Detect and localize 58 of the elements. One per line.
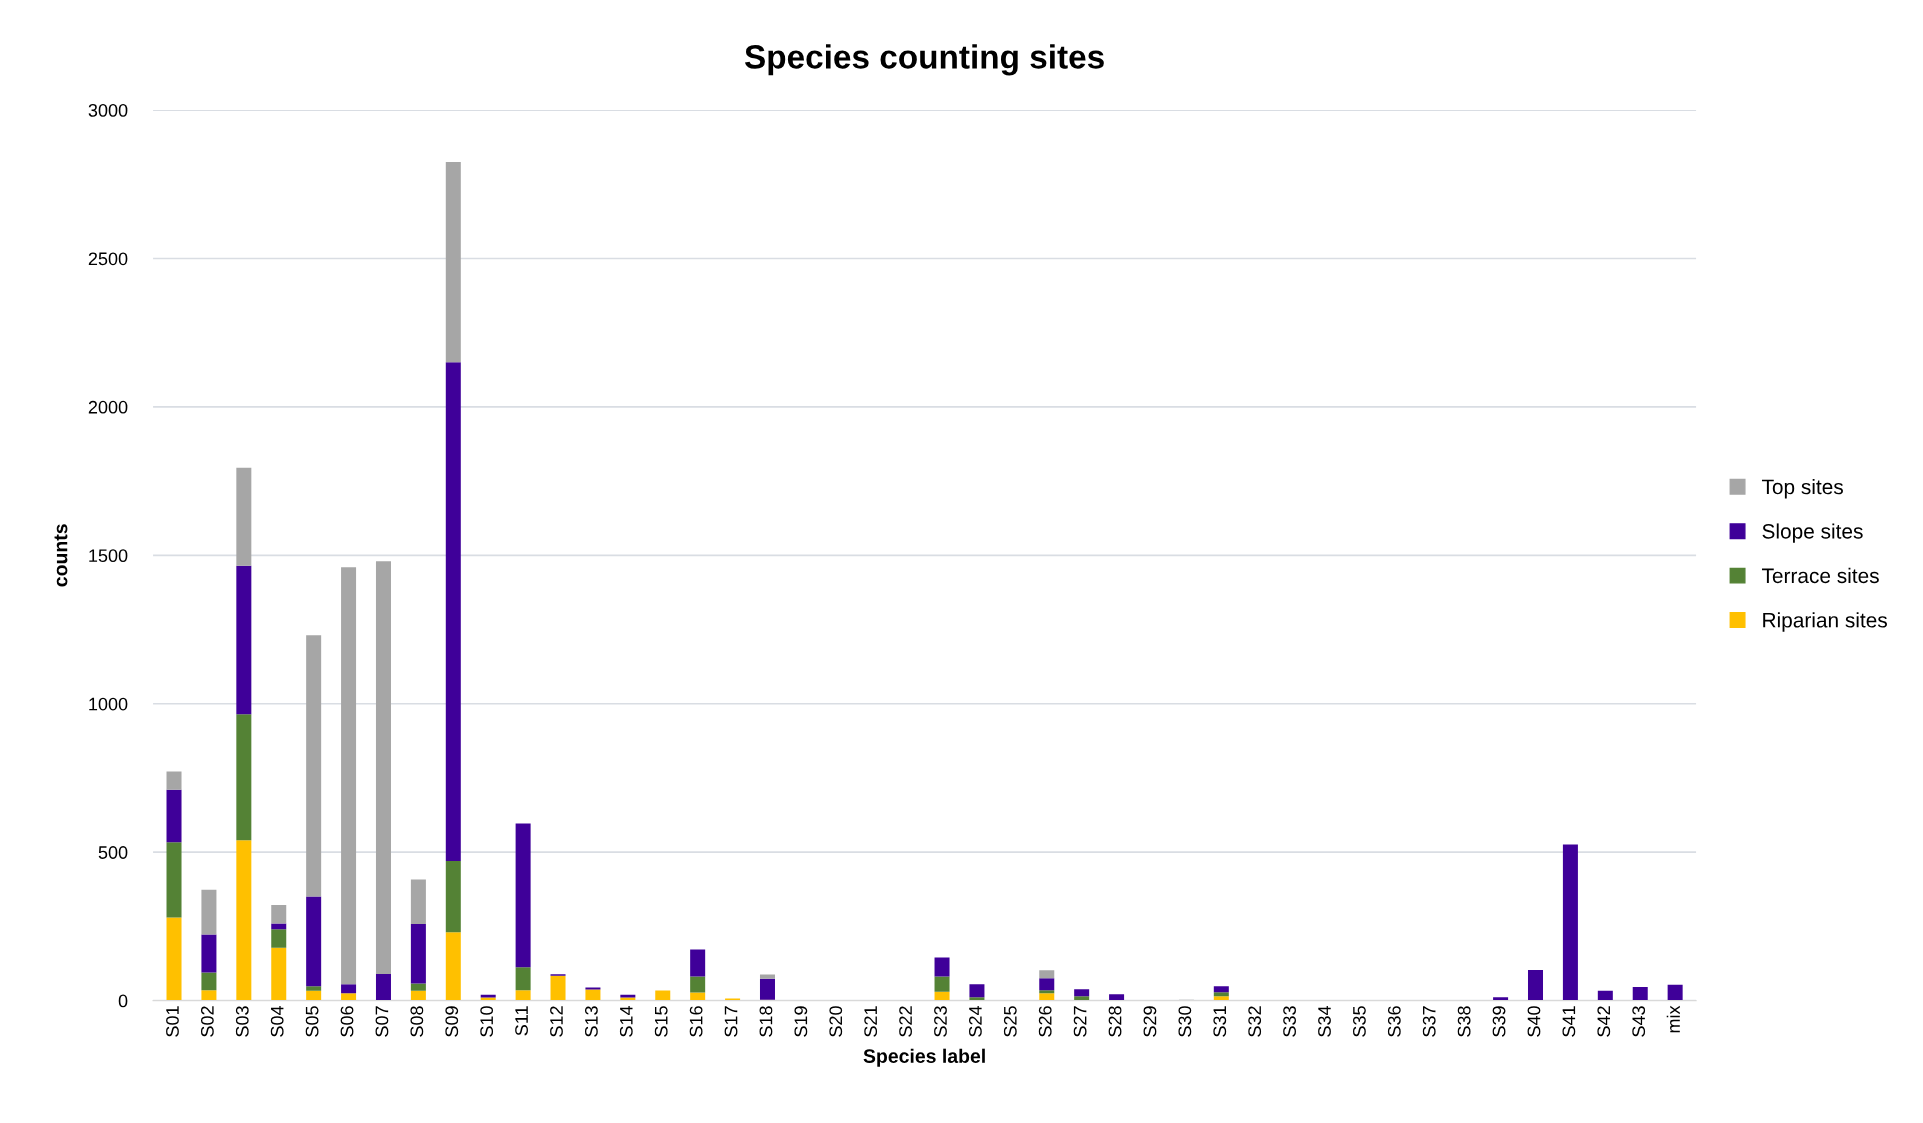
- x-tick-label: S02: [200, 1006, 214, 1037]
- x-tick-label: S22: [899, 1006, 912, 1037]
- x-tick-label: mix: [1666, 1005, 1680, 1033]
- x-tick-label: S10: [480, 1006, 494, 1037]
- x-tick-label: S24: [969, 1005, 982, 1037]
- x-tick-label: S32: [1248, 1006, 1262, 1037]
- x-tick-label: S20: [829, 1006, 843, 1037]
- x-tick-label: S23: [934, 1006, 947, 1037]
- x-tick-label: S30: [1178, 1006, 1192, 1037]
- x-tick-label: S29: [1143, 1006, 1157, 1037]
- x-tick-label: S26: [1038, 1006, 1052, 1037]
- legend-label: Slope sites: [1762, 523, 1863, 543]
- x-tick-label: S08: [410, 1006, 424, 1037]
- x-tick-label: S18: [759, 1006, 773, 1037]
- x-tick-label: S21: [864, 1006, 878, 1037]
- x-tick-label: S12: [550, 1006, 563, 1037]
- chart-title: Species counting sites: [744, 44, 1104, 76]
- x-tick-label: S17: [724, 1006, 738, 1037]
- x-tick-label: S14: [619, 1005, 633, 1037]
- x-tick-label: S36: [1387, 1006, 1401, 1037]
- x-tick-label: S04: [270, 1005, 284, 1037]
- x-tick-label: S27: [1073, 1006, 1087, 1037]
- x-tick-label: S28: [1108, 1006, 1122, 1037]
- y-axis-title: counts: [54, 524, 68, 587]
- y-tick-label: 2500: [88, 252, 128, 266]
- x-tick-label: S33: [1283, 1006, 1296, 1037]
- x-tick-label: S37: [1422, 1006, 1436, 1037]
- x-tick-label: S19: [794, 1006, 808, 1037]
- legend-label: Terrace sites: [1761, 567, 1879, 584]
- legend-label: Riparian sites: [1763, 612, 1887, 632]
- x-tick-label: S13: [585, 1006, 598, 1037]
- y-tick-label: 1500: [89, 549, 128, 563]
- x-tick-label: S03: [235, 1006, 249, 1037]
- x-tick-label: S34: [1318, 1005, 1331, 1037]
- x-tick-label: S41: [1562, 1006, 1576, 1037]
- x-tick-label: S38: [1457, 1006, 1471, 1037]
- x-axis-title: Species label: [863, 1048, 985, 1067]
- x-tick-label: S09: [445, 1006, 459, 1037]
- legend-label: Top sites: [1761, 478, 1843, 499]
- y-tick-label: 500: [98, 846, 128, 859]
- y-tick-label: 0: [118, 994, 128, 1008]
- x-tick-label: S25: [1003, 1006, 1017, 1037]
- x-tick-label: S01: [166, 1006, 179, 1037]
- x-tick-label: S16: [689, 1006, 703, 1037]
- x-tick-label: S43: [1632, 1006, 1646, 1037]
- x-tick-label: S11: [515, 1006, 528, 1036]
- y-tick-label: 1000: [89, 697, 128, 711]
- y-tick-label: 3000: [88, 103, 128, 117]
- x-tick-label: S31: [1213, 1006, 1227, 1037]
- y-tick-label: 2000: [88, 400, 128, 414]
- x-tick-label: S06: [340, 1006, 354, 1037]
- x-tick-label: S40: [1527, 1006, 1541, 1037]
- x-tick-label: S05: [305, 1006, 319, 1037]
- x-tick-label: S15: [654, 1006, 668, 1037]
- x-tick-label: S07: [375, 1006, 389, 1037]
- x-tick-label: S39: [1492, 1006, 1506, 1037]
- x-tick-label: S42: [1597, 1006, 1611, 1037]
- x-tick-label: S35: [1353, 1006, 1366, 1037]
